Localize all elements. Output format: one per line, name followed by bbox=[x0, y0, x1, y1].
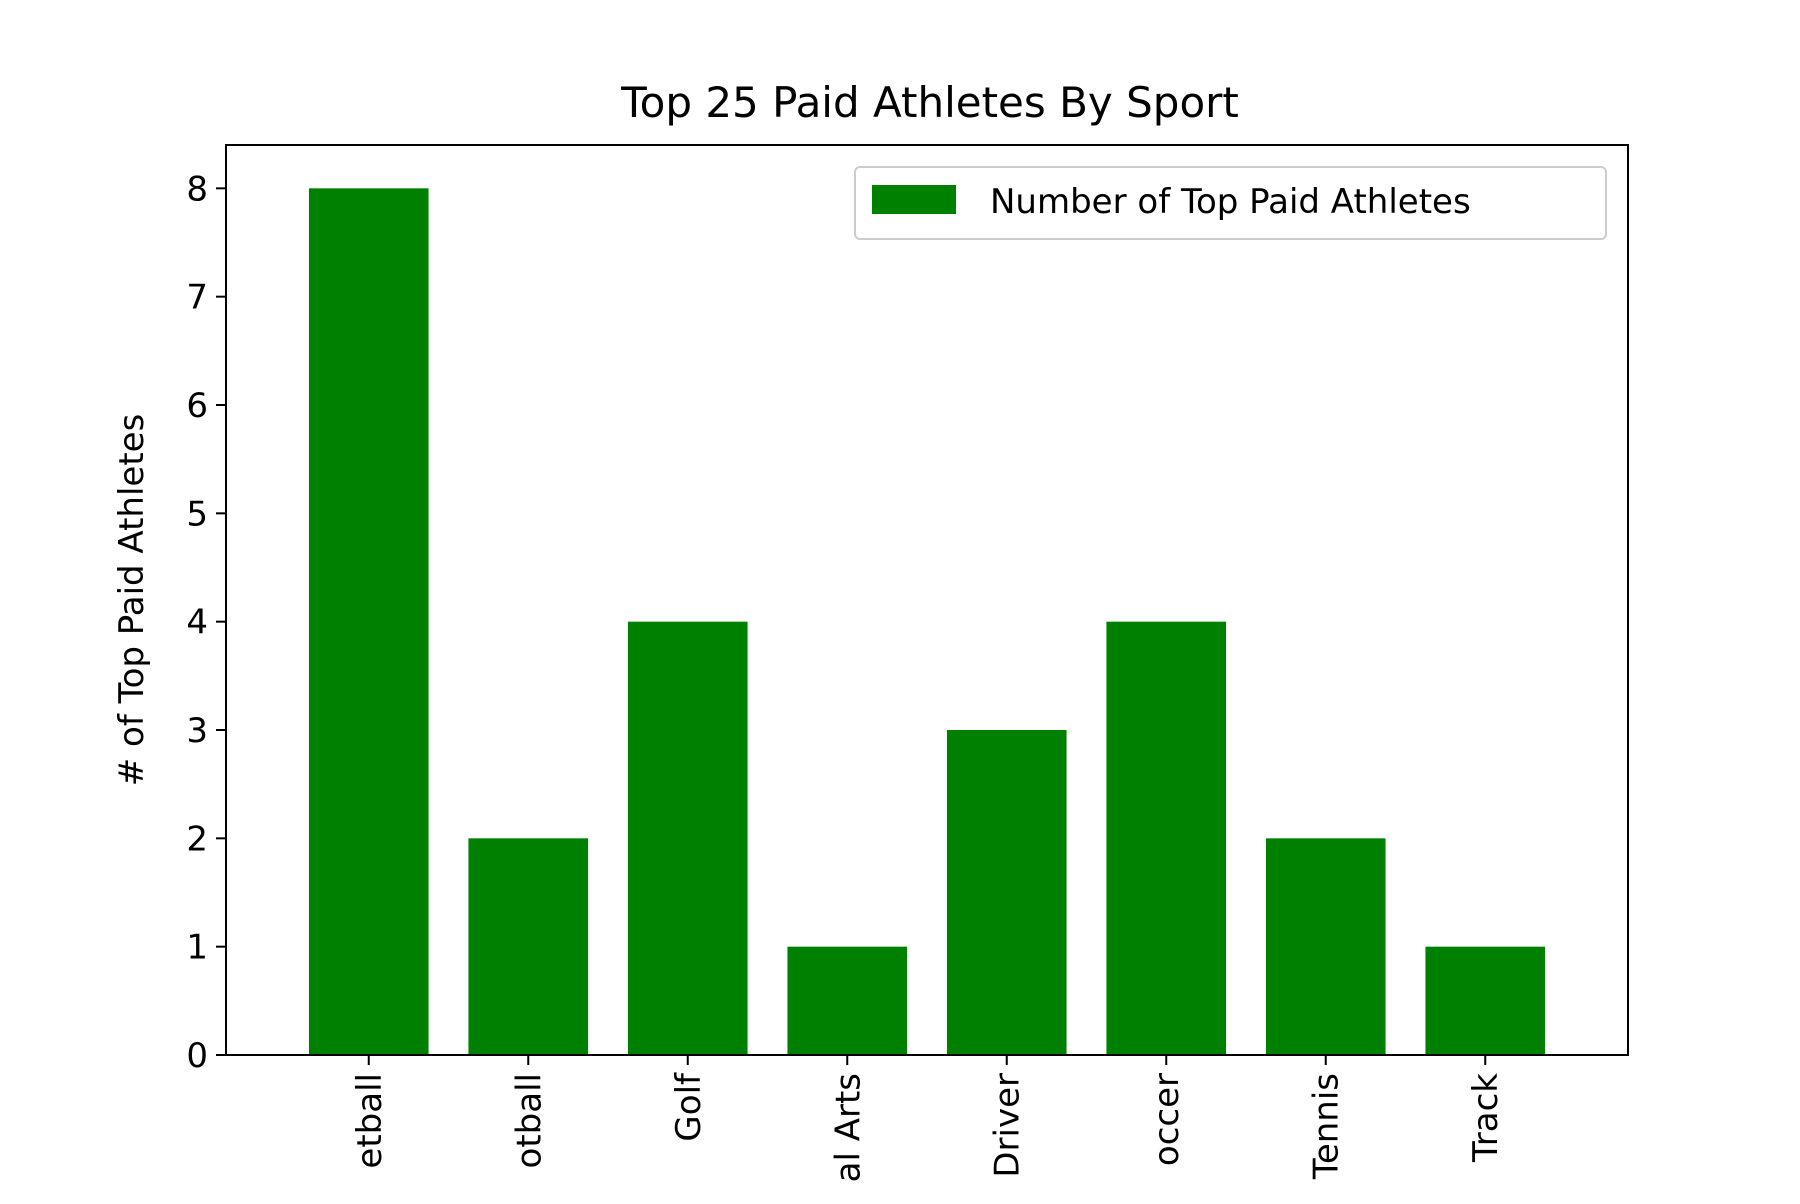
x-tick-label: Driver bbox=[988, 1073, 1028, 1178]
x-tick-label: otball bbox=[509, 1073, 549, 1168]
y-tick-label: 4 bbox=[186, 603, 208, 643]
bar-race-car-driver bbox=[946, 730, 1067, 1055]
bar-football bbox=[468, 838, 589, 1055]
y-tick-label: 8 bbox=[186, 169, 208, 209]
y-ticks: 0 1 2 3 4 5 6 7 8 bbox=[186, 169, 226, 1076]
bars-layer bbox=[308, 188, 1546, 1056]
x-tick-label: Golf bbox=[669, 1072, 709, 1142]
bar-tennis bbox=[1265, 838, 1386, 1055]
plot-frame bbox=[225, 144, 1629, 1056]
bar-martial-arts bbox=[787, 946, 908, 1055]
x-tick-label: Tennis bbox=[1307, 1073, 1347, 1180]
y-tick-label: 5 bbox=[186, 494, 208, 534]
chart-title: Top 25 Paid Athletes By Sport bbox=[620, 78, 1239, 127]
x-tick-label: occer bbox=[1147, 1073, 1187, 1166]
y-tick-label: 1 bbox=[186, 928, 208, 968]
legend-box bbox=[854, 166, 1607, 240]
x-ticks: etball otball Golf al Arts Driver occer Tennis… bbox=[350, 1055, 1506, 1182]
y-tick-label: 0 bbox=[186, 1036, 208, 1076]
y-tick-label: 6 bbox=[186, 386, 208, 426]
bar-basketball bbox=[308, 188, 429, 1056]
x-tick-label: al Arts bbox=[828, 1073, 868, 1182]
x-tick-label: etball bbox=[350, 1073, 390, 1169]
legend: Number of Top Paid Athletes bbox=[854, 166, 1607, 240]
y-tick-label: 2 bbox=[186, 819, 208, 859]
legend-label: Number of Top Paid Athletes bbox=[990, 182, 1471, 222]
y-tick-label: 3 bbox=[186, 711, 208, 751]
y-tick-label: 7 bbox=[186, 278, 208, 318]
bar-track bbox=[1425, 946, 1546, 1055]
bar-soccer bbox=[1106, 621, 1227, 1055]
x-tick-label: Track bbox=[1466, 1073, 1506, 1163]
y-axis-label: # of Top Paid Athletes bbox=[112, 414, 152, 787]
legend-swatch bbox=[872, 185, 956, 214]
bar-golf bbox=[627, 621, 748, 1055]
